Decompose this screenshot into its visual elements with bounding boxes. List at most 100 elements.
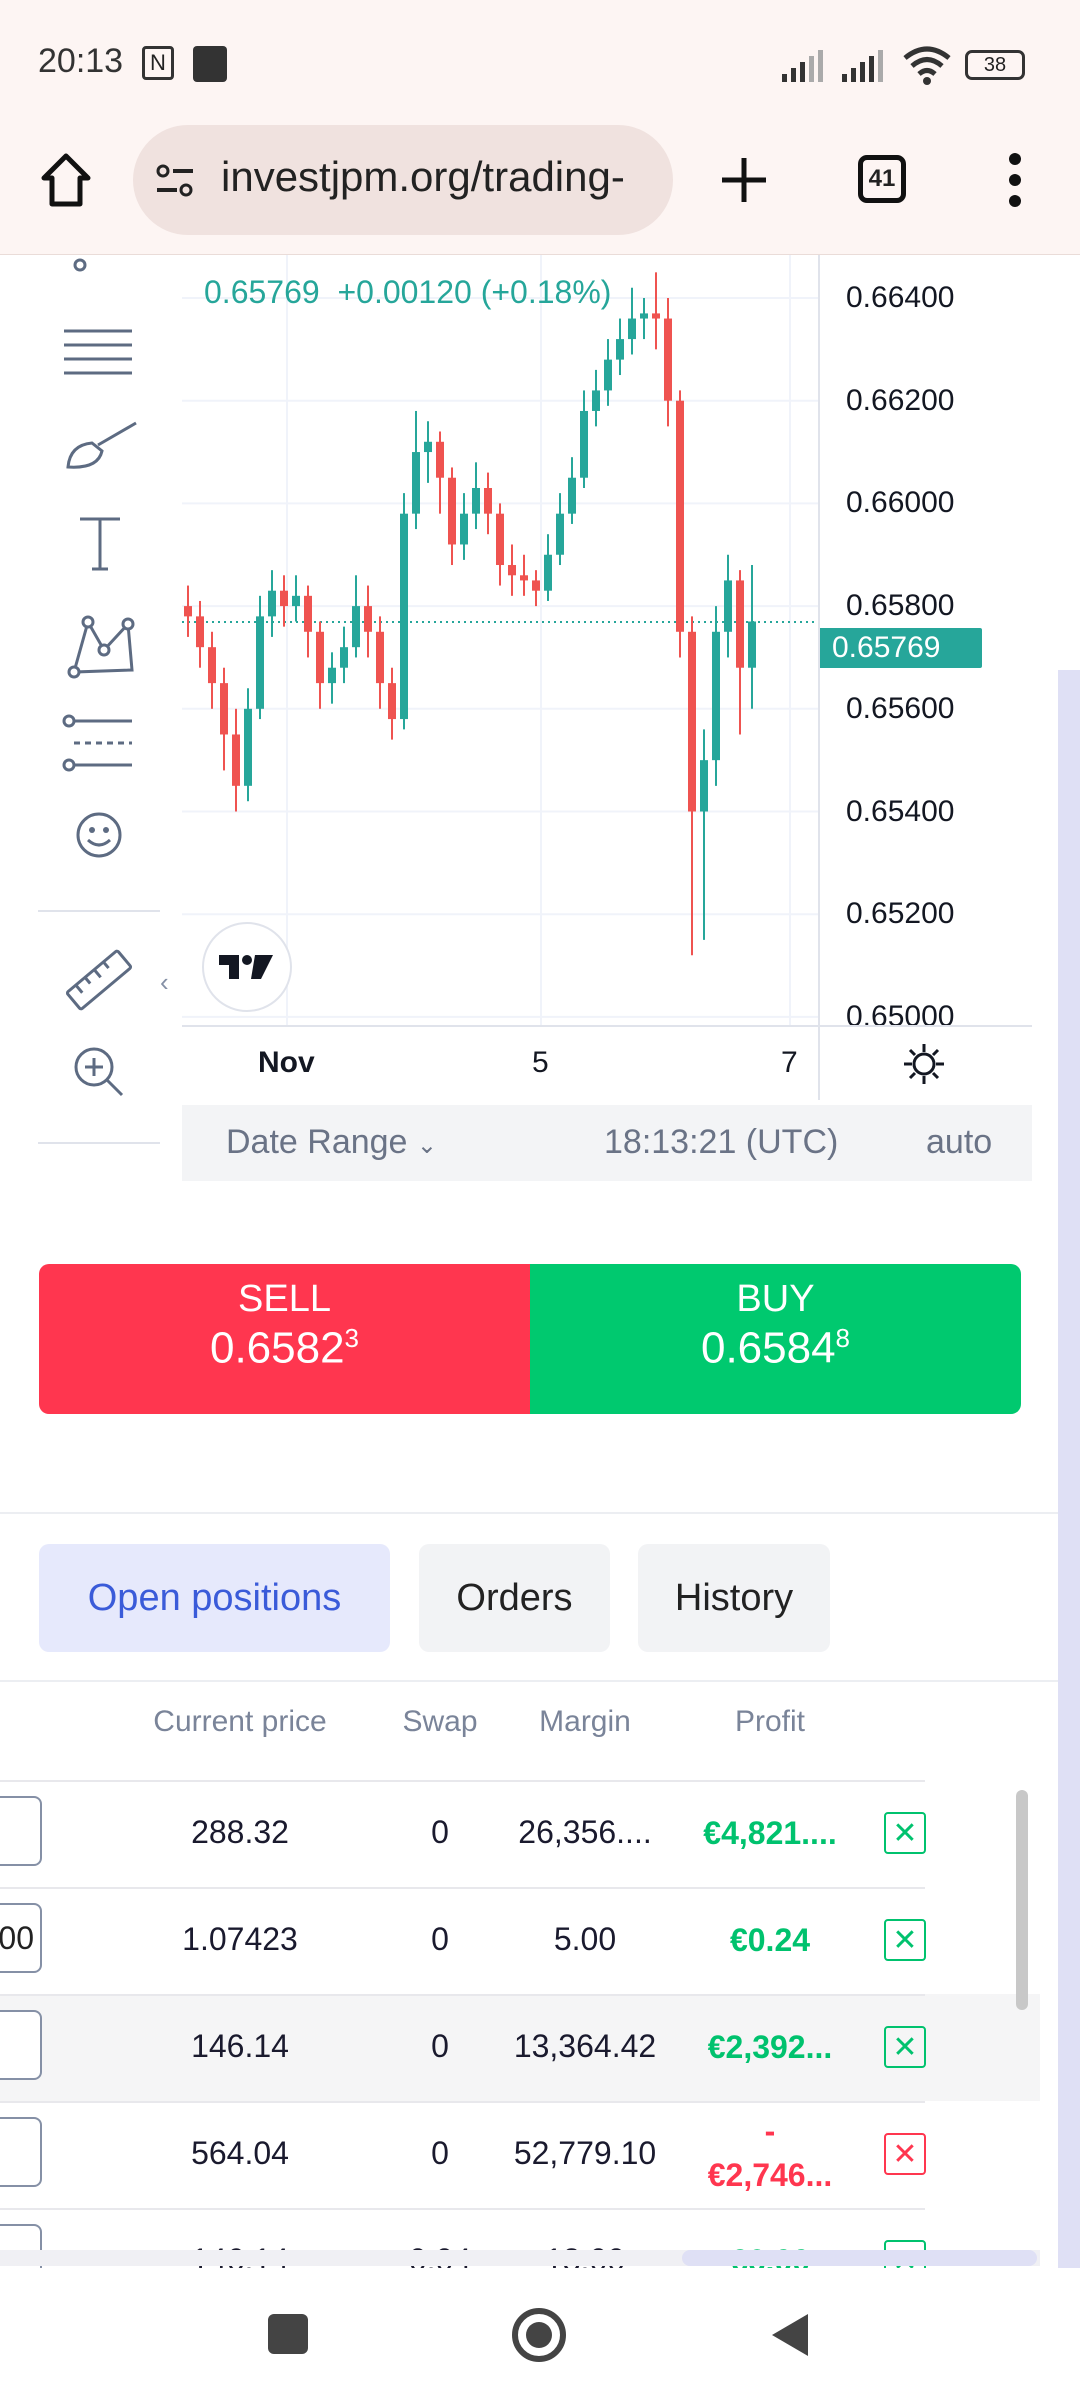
recents-icon[interactable] (268, 2314, 308, 2354)
price-tick: 0.66200 (846, 383, 955, 417)
candle-body (376, 631, 384, 684)
section-divider (0, 1512, 1060, 1514)
price-tick: 0.65200 (846, 897, 955, 931)
page-scrollbar[interactable] (1058, 670, 1080, 2270)
collapse-toolbar-icon[interactable]: ‹ (160, 967, 169, 997)
menu-icon[interactable] (1000, 152, 1030, 208)
candle-body (448, 477, 456, 545)
candle-body (424, 441, 432, 453)
emoji-icon[interactable] (74, 810, 124, 860)
candle-body (436, 441, 444, 478)
tradingview-logo[interactable] (202, 922, 292, 1012)
candle-body (544, 554, 552, 591)
section-divider (0, 1680, 1058, 1682)
table-row[interactable]: 288.32 0 26,356.... €4,821.... ✕ (0, 1780, 1040, 1887)
notification-square-icon (193, 46, 227, 82)
brush-icon[interactable] (62, 417, 142, 477)
header-margin: Margin (539, 1705, 631, 1738)
price-tick: 0.65600 (846, 691, 955, 725)
close-position-button[interactable]: ✕ (884, 1812, 926, 1854)
tab-open-positions[interactable]: Open positions (39, 1544, 390, 1652)
auto-scale-toggle[interactable]: auto (926, 1123, 993, 1161)
header-swap: Swap (402, 1705, 478, 1738)
brush-tool-icon[interactable] (60, 245, 136, 321)
scrollbar-thumb[interactable] (682, 2250, 1037, 2266)
chart-bottom-bar: Date Range ⌄ 18:13:21 (UTC) auto (182, 1105, 1032, 1181)
price-tick: 0.65400 (846, 794, 955, 828)
time-tick: Nov (258, 1046, 315, 1079)
battery-icon: 38 (965, 50, 1025, 80)
utc-time[interactable]: 18:13:21 (UTC) (604, 1123, 839, 1161)
sell-price: 0.6582 (209, 1323, 345, 1373)
text-tool-icon[interactable] (76, 513, 126, 573)
current-price-cell: 146.14 (191, 2028, 289, 2064)
table-vertical-scrollbar[interactable] (1016, 1790, 1028, 2010)
table-row[interactable]: 146.14 0 13,364.42 €2,392... ✕ (0, 1994, 1040, 2101)
candle-body (688, 631, 696, 812)
candle-body (640, 313, 648, 319)
toolbar-divider (38, 910, 160, 912)
candle-body (580, 410, 588, 478)
date-range-button[interactable]: Date Range ⌄ (226, 1123, 437, 1162)
price-axis-border (818, 255, 820, 1100)
toolbar-divider (38, 1142, 160, 1144)
time-axis-border (182, 1025, 1032, 1027)
candle-body (280, 590, 288, 607)
candle-body (232, 734, 240, 786)
close-icon: ✕ (892, 1816, 918, 1850)
volume-input[interactable] (0, 2117, 42, 2187)
price-tick: 0.66400 (846, 281, 955, 314)
wifi-icon (903, 46, 951, 85)
sell-price-pip: 3 (344, 1323, 360, 1353)
table-row[interactable]: 564.04 0 52,779.10 - €2,746... ✕ (0, 2101, 1040, 2208)
time-tick: 5 (532, 1046, 549, 1079)
candle-body (268, 590, 276, 617)
profit-cell: €4,821.... (703, 1815, 837, 1851)
candle-body (364, 606, 372, 632)
close-position-button[interactable]: ✕ (884, 2133, 926, 2175)
swap-cell: 0 (431, 2028, 449, 2064)
row-divider (0, 1994, 925, 1996)
candle-body (256, 616, 264, 709)
sell-button[interactable]: SELL 0.65823 (39, 1264, 530, 1414)
forecast-tool-icon[interactable] (62, 713, 134, 773)
candle-body (652, 313, 660, 319)
candle-body (340, 647, 348, 668)
table-row[interactable]: 00 1.07423 0 5.00 €0.24 ✕ (0, 1887, 1040, 1994)
back-icon[interactable] (768, 2312, 812, 2358)
zoom-in-icon[interactable] (70, 1043, 126, 1099)
price-tick: 0.66000 (846, 486, 955, 520)
pattern-tool-icon[interactable] (66, 610, 136, 680)
chart-settings-gear-icon[interactable] (902, 1042, 946, 1086)
close-position-button[interactable]: ✕ (884, 1919, 926, 1961)
volume-input[interactable] (0, 2010, 42, 2080)
swap-cell: 0 (431, 2135, 449, 2171)
tab-orders[interactable]: Orders (419, 1544, 610, 1652)
time-tick: 7 (781, 1046, 798, 1079)
row-divider (0, 1887, 925, 1889)
home-icon[interactable] (40, 152, 92, 208)
tab-history[interactable]: History (638, 1544, 830, 1652)
close-icon: ✕ (892, 2030, 918, 2064)
new-tab-icon[interactable] (720, 156, 768, 204)
buy-button[interactable]: BUY 0.65848 (530, 1264, 1021, 1414)
volume-input[interactable]: 00 (0, 1903, 42, 1973)
volume-input[interactable] (0, 1796, 42, 1866)
legend-change: +0.00120 (+0.18%) (337, 274, 612, 310)
candle-body (184, 606, 192, 617)
candle-body (328, 667, 336, 684)
current-price-label: 0.65769 (818, 628, 982, 668)
candle-body (628, 318, 636, 340)
close-position-button[interactable]: ✕ (884, 2026, 926, 2068)
address-bar[interactable]: investjpm.org/trading- (133, 125, 673, 235)
sell-label: SELL (238, 1278, 331, 1320)
price-chart[interactable] (182, 255, 1040, 1025)
close-icon: ✕ (892, 2137, 918, 2171)
tabs-icon[interactable]: 41 (858, 155, 906, 203)
site-settings-icon[interactable] (155, 163, 195, 199)
ruler-icon[interactable] (64, 945, 134, 1015)
table-horizontal-scrollbar[interactable] (0, 2250, 1040, 2266)
url-text[interactable]: investjpm.org/trading- (221, 153, 625, 200)
horizontal-lines-tool-icon[interactable] (62, 323, 134, 383)
home-icon[interactable] (512, 2308, 566, 2362)
